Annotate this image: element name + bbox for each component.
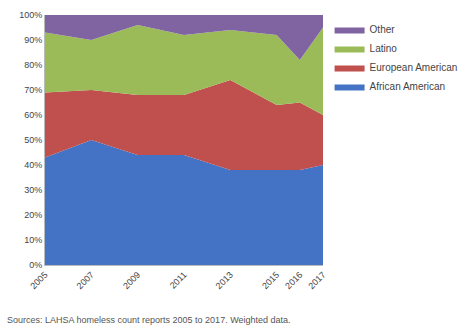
svg-text:0%: 0% xyxy=(29,260,42,270)
svg-text:2005: 2005 xyxy=(28,270,49,291)
svg-text:2007: 2007 xyxy=(75,270,96,291)
svg-text:90%: 90% xyxy=(24,35,42,45)
svg-text:2011: 2011 xyxy=(168,270,189,291)
svg-text:60%: 60% xyxy=(24,110,42,120)
svg-text:Other: Other xyxy=(370,24,396,35)
svg-text:50%: 50% xyxy=(24,135,42,145)
svg-text:70%: 70% xyxy=(24,85,42,95)
svg-text:2016: 2016 xyxy=(283,270,304,291)
svg-text:2017: 2017 xyxy=(306,270,327,291)
svg-text:2015: 2015 xyxy=(260,270,281,291)
svg-text:10%: 10% xyxy=(24,235,42,245)
svg-text:2013: 2013 xyxy=(214,270,235,291)
svg-text:40%: 40% xyxy=(24,160,42,170)
svg-text:Sources: LAHSA homeless count: Sources: LAHSA homeless count reports 20… xyxy=(7,315,291,325)
svg-text:100%: 100% xyxy=(19,10,42,20)
svg-text:African American: African American xyxy=(370,81,446,92)
svg-text:Latino: Latino xyxy=(370,43,398,54)
svg-text:European American: European American xyxy=(370,62,458,73)
svg-text:30%: 30% xyxy=(24,185,42,195)
svg-text:80%: 80% xyxy=(24,60,42,70)
svg-text:2009: 2009 xyxy=(121,270,142,291)
svg-text:20%: 20% xyxy=(24,210,42,220)
